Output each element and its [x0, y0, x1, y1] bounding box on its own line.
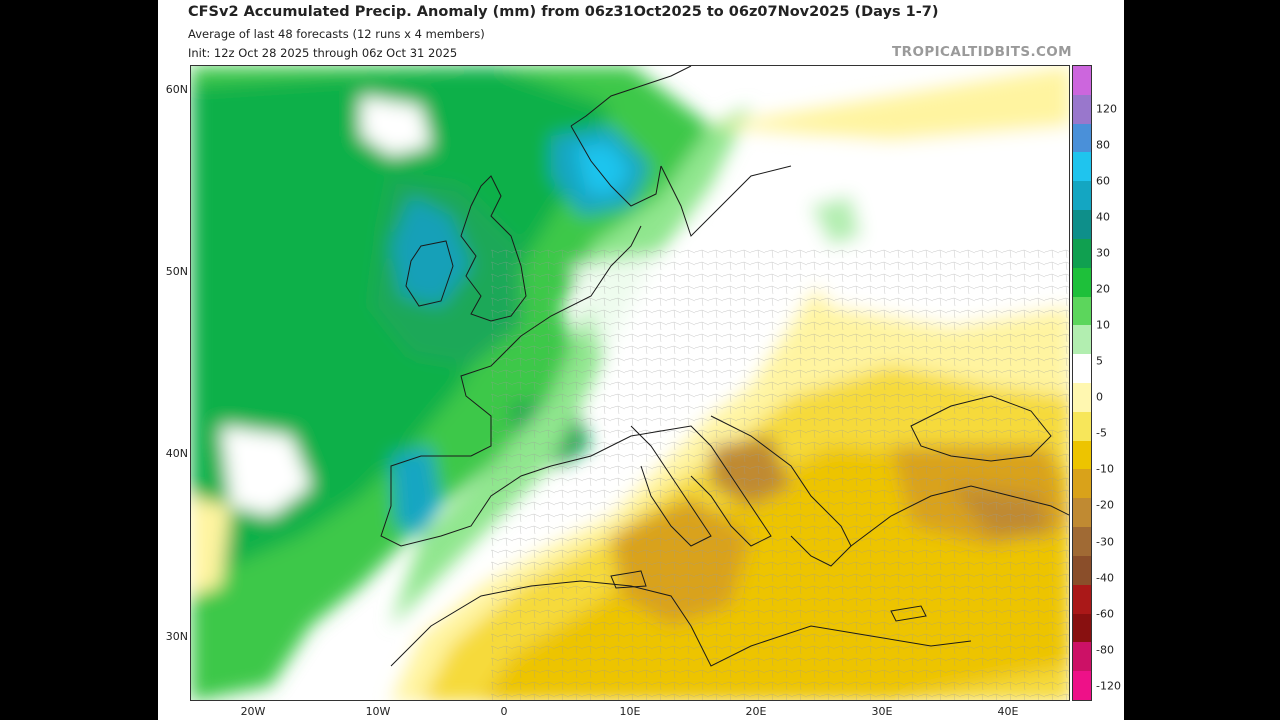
colorbar-label: 20: [1096, 282, 1110, 296]
colorbar-label: -40: [1096, 571, 1114, 585]
colorbar-segment: [1073, 671, 1091, 701]
colorbar-segment: [1073, 354, 1091, 384]
colorbar-label: -20: [1096, 498, 1114, 512]
colorbar-label: -10: [1096, 462, 1114, 476]
map-subtitle-ensemble: Average of last 48 forecasts (12 runs x …: [188, 27, 485, 41]
colorbar-label: 120: [1096, 102, 1117, 116]
forecast-figure: CFSv2 Accumulated Precip. Anomaly (mm) f…: [158, 0, 1124, 720]
lat-label-40n: 40N: [165, 447, 188, 460]
colorbar-segment: [1073, 383, 1091, 413]
source-watermark: TROPICALTIDBITS.COM: [892, 44, 1072, 60]
colorbar-segment: [1073, 411, 1091, 442]
colorbar-label: -5: [1096, 426, 1107, 440]
colorbar-label: -80: [1096, 643, 1114, 657]
colorbar-segment: [1073, 123, 1091, 153]
colorbar-label: -120: [1096, 679, 1121, 693]
colorbar-label: -60: [1096, 607, 1114, 621]
colorbar-segment: [1073, 152, 1091, 182]
map-subtitle-init: Init: 12z Oct 28 2025 through 06z Oct 31…: [188, 46, 458, 60]
lon-label-20w: 20W: [240, 705, 266, 718]
colorbar: [1072, 65, 1092, 701]
lon-label-30e: 30E: [871, 705, 893, 718]
lon-label-0: 0: [500, 705, 508, 718]
colorbar-segment: [1073, 584, 1091, 615]
lat-label-50n: 50N: [165, 265, 188, 278]
colorbar-segment: [1073, 555, 1091, 586]
colorbar-segment: [1073, 469, 1091, 499]
colorbar-label: 80: [1096, 138, 1110, 152]
lon-label-20e: 20E: [745, 705, 767, 718]
colorbar-segment: [1073, 642, 1091, 672]
colorbar-segment: [1073, 66, 1091, 96]
lat-label-30n: 30N: [165, 630, 188, 643]
colorbar-segment: [1073, 325, 1091, 355]
colorbar-segment: [1073, 267, 1091, 298]
colorbar-segment: [1073, 94, 1091, 125]
colorbar-label: 0: [1096, 390, 1103, 404]
colorbar-label: 10: [1096, 318, 1110, 332]
precip-anomaly-map: [190, 65, 1070, 701]
colorbar-segment: [1073, 181, 1091, 211]
country-borders: [491, 246, 1069, 700]
map-canvas: [191, 66, 1069, 700]
coastlines: [380, 66, 1069, 667]
colorbar-segment: [1073, 210, 1091, 240]
map-title: CFSv2 Accumulated Precip. Anomaly (mm) f…: [188, 4, 939, 20]
colorbar-label: 60: [1096, 174, 1110, 188]
colorbar-label: -30: [1096, 535, 1114, 548]
colorbar-segment: [1073, 527, 1091, 557]
lat-label-60n: 60N: [165, 83, 188, 96]
colorbar-segment: [1073, 440, 1091, 470]
colorbar-label: 40: [1096, 210, 1110, 224]
lon-label-40e: 40E: [997, 705, 1019, 718]
colorbar-segment: [1073, 613, 1091, 643]
colorbar-segment: [1073, 238, 1091, 269]
colorbar-label: 5: [1096, 354, 1103, 368]
lon-label-10w: 10W: [365, 705, 391, 718]
colorbar-segment: [1073, 498, 1091, 528]
lon-label-10e: 10E: [619, 705, 641, 718]
colorbar-segment: [1073, 296, 1091, 326]
colorbar-label: 30: [1096, 246, 1110, 260]
